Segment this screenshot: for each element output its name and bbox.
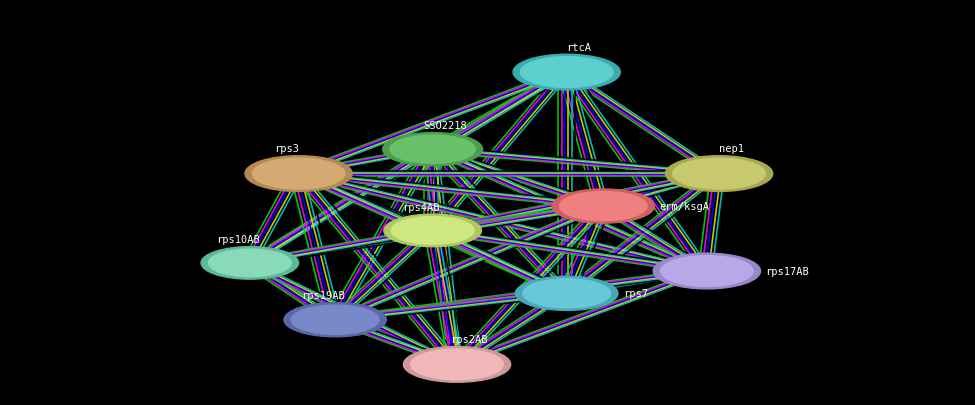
Circle shape [665, 156, 772, 192]
Text: erm/ksgA: erm/ksgA [659, 202, 710, 211]
Text: rps10AB: rps10AB [215, 234, 259, 245]
Circle shape [245, 156, 352, 192]
Circle shape [201, 247, 298, 279]
Text: nep1: nep1 [719, 144, 744, 154]
Text: rtcA: rtcA [566, 43, 592, 53]
Circle shape [673, 159, 765, 190]
Circle shape [209, 249, 292, 277]
Circle shape [653, 254, 760, 289]
Text: SSO2218: SSO2218 [423, 121, 467, 131]
Circle shape [382, 133, 483, 166]
Circle shape [292, 305, 379, 335]
Circle shape [404, 347, 511, 382]
Text: rps4AB: rps4AB [402, 202, 439, 212]
Text: rps17AB: rps17AB [765, 266, 809, 276]
Circle shape [284, 303, 386, 337]
Circle shape [523, 279, 610, 308]
Circle shape [513, 55, 620, 91]
Text: rps3: rps3 [274, 144, 299, 154]
Circle shape [384, 215, 482, 247]
Circle shape [521, 58, 613, 88]
Circle shape [391, 217, 474, 245]
Circle shape [410, 349, 503, 380]
Circle shape [552, 190, 654, 224]
Text: rps2AB: rps2AB [450, 334, 488, 344]
Circle shape [560, 192, 647, 221]
Text: rps19AB: rps19AB [301, 290, 345, 301]
Circle shape [253, 159, 345, 190]
Circle shape [661, 256, 754, 287]
Text: rps7: rps7 [623, 289, 647, 298]
Circle shape [516, 277, 618, 311]
Circle shape [390, 136, 476, 164]
